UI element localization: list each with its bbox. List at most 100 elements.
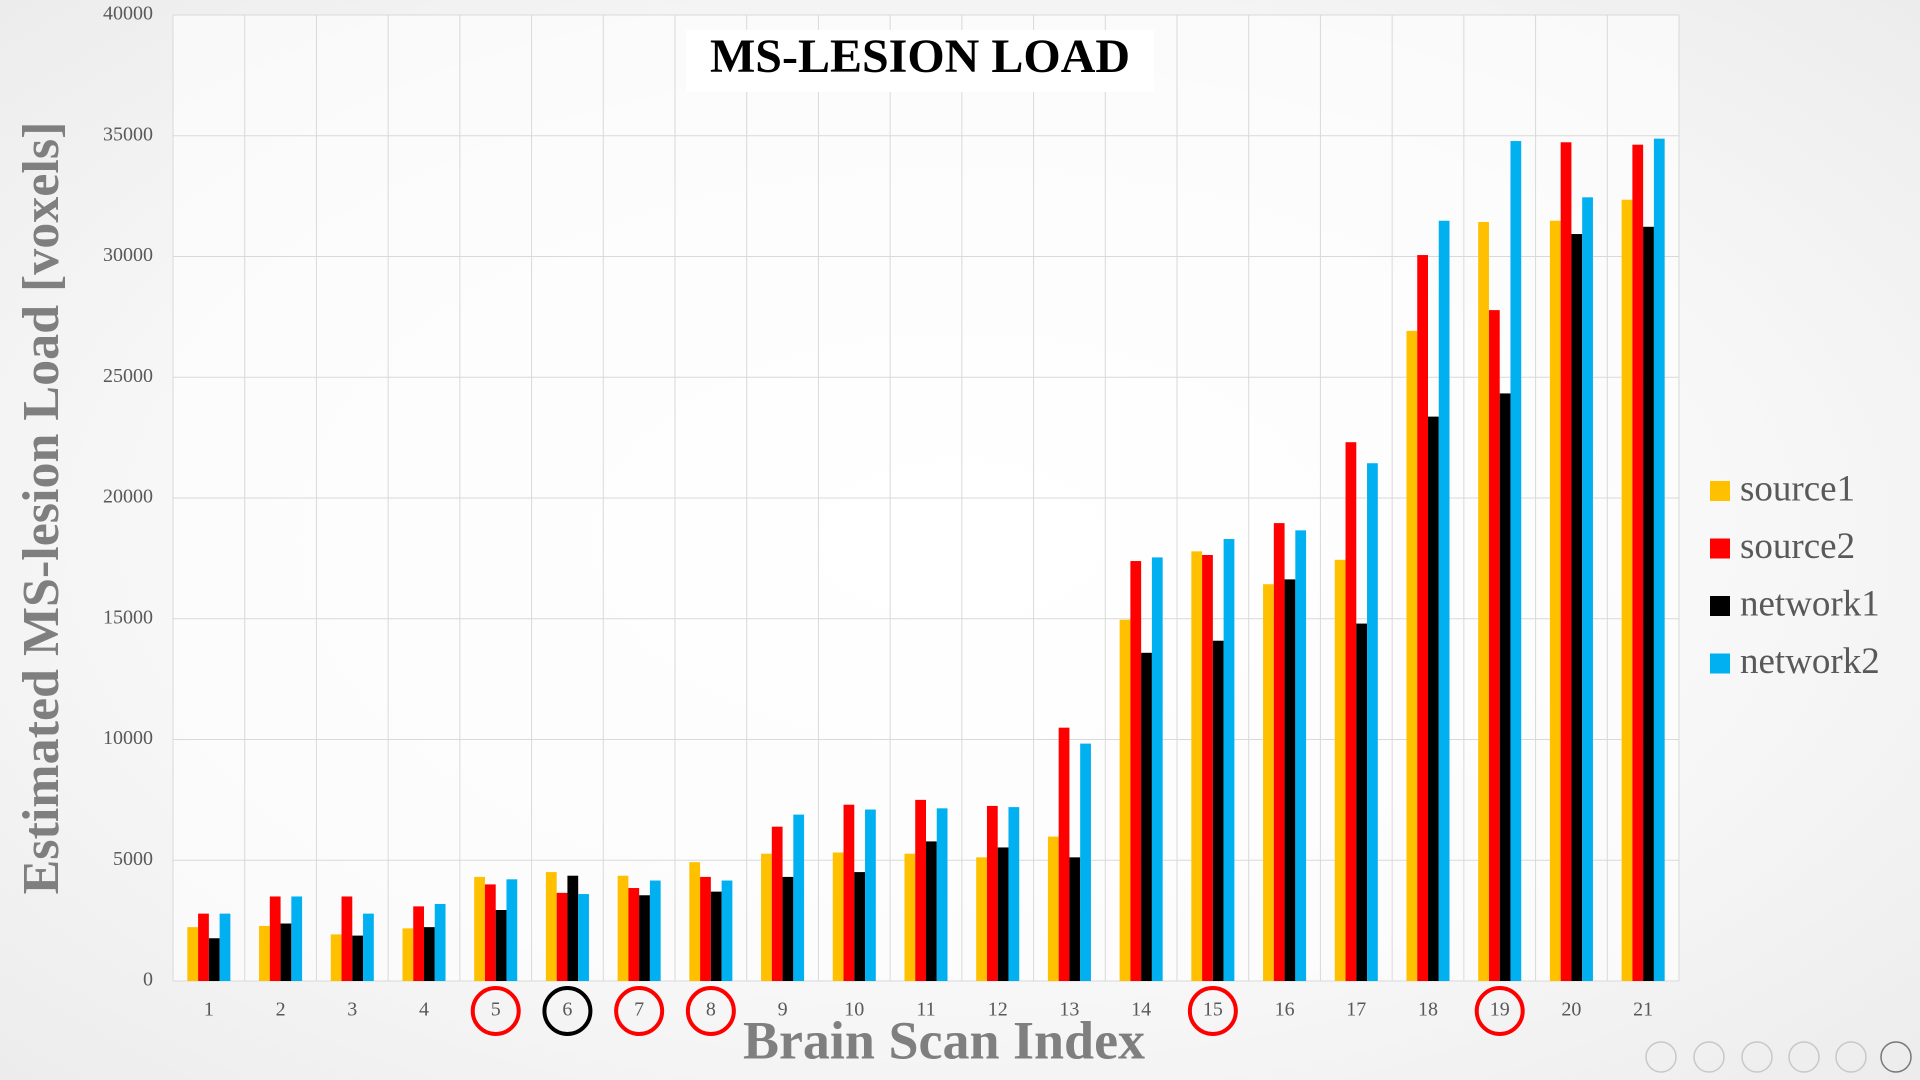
bar (649, 880, 661, 981)
bar (1653, 138, 1665, 981)
bar (1549, 220, 1561, 981)
bar (424, 927, 435, 981)
legend-swatch (1710, 596, 1730, 616)
x-tick-label: 20 (1561, 999, 1581, 1021)
bar (1069, 857, 1081, 981)
toolbar-button[interactable] (1693, 1041, 1725, 1073)
grid (172, 14, 1680, 982)
bar (567, 875, 579, 981)
bar (1560, 142, 1572, 981)
bar (1367, 463, 1378, 981)
legend-label: source1 (1740, 468, 1855, 509)
bar (617, 875, 629, 981)
bar (495, 909, 507, 981)
x-tick-label: 5 (491, 999, 501, 1021)
legend-label: network2 (1740, 641, 1880, 682)
bar (843, 804, 855, 981)
y-tick-label: 25000 (103, 365, 153, 387)
bar (1406, 330, 1418, 982)
y-tick-label: 40000 (103, 3, 153, 25)
bar (545, 872, 557, 981)
toolbar-button[interactable] (1880, 1041, 1912, 1073)
bar (1284, 579, 1296, 981)
y-tick-label: 10000 (103, 727, 153, 749)
bar (1151, 557, 1163, 981)
category-highlight-circle (470, 986, 521, 1036)
bar (710, 891, 722, 981)
bar (352, 935, 364, 981)
x-tick-label: 1 (204, 999, 214, 1021)
x-tick-label: 8 (706, 999, 716, 1021)
x-tick-label: 7 (634, 999, 644, 1021)
legend-label: source2 (1740, 526, 1855, 567)
x-tick-label: 21 (1633, 999, 1653, 1021)
bar (865, 809, 876, 981)
bar (700, 876, 711, 981)
bar (413, 906, 424, 981)
bar (1080, 743, 1091, 981)
legend-swatch (1710, 653, 1730, 674)
bar (1632, 144, 1644, 982)
bar (363, 913, 374, 981)
category-highlight-circle (1474, 986, 1525, 1036)
x-tick-label: 14 (1131, 999, 1151, 1021)
bar (904, 853, 916, 981)
bar (782, 876, 794, 981)
bar (1191, 551, 1203, 981)
bar (402, 928, 414, 981)
toolbar-button[interactable] (1835, 1041, 1867, 1073)
y-tick-label: 15000 (103, 606, 153, 628)
bar (832, 852, 844, 981)
x-tick-label: 13 (1059, 999, 1079, 1021)
title-box (686, 30, 1154, 92)
x-axis-label: Brain Scan Index (743, 1010, 1145, 1070)
x-tick-label: 12 (988, 999, 1008, 1021)
y-tick-label: 5000 (113, 848, 153, 870)
bar (1488, 310, 1500, 981)
toolbar-button[interactable] (1788, 1041, 1820, 1073)
bar (269, 896, 281, 981)
bar (793, 814, 805, 981)
bar (689, 862, 701, 981)
x-tick-label: 16 (1275, 999, 1295, 1021)
toolbar-button[interactable] (1741, 1041, 1773, 1073)
bar (484, 884, 496, 981)
bar (1295, 530, 1307, 981)
bar (280, 923, 292, 981)
toolbar-button[interactable] (1645, 1041, 1677, 1073)
bar (639, 895, 650, 981)
y-tick-label: 0 (143, 969, 153, 991)
x-tick-label: 3 (347, 999, 357, 1021)
bar (976, 857, 987, 981)
bar (997, 847, 1009, 981)
bar (926, 841, 937, 981)
bar (1008, 807, 1020, 981)
x-tick-label: 10 (844, 999, 864, 1021)
bar (915, 799, 926, 981)
legend-swatch (1710, 481, 1730, 501)
category-highlight-circle (685, 986, 736, 1036)
bar (721, 880, 733, 981)
bar (291, 896, 303, 981)
chart-title: MS-LESION LOAD (710, 30, 1130, 83)
bar (1582, 197, 1593, 981)
bar (986, 805, 998, 981)
x-tick-label: 18 (1418, 999, 1438, 1021)
bar (1263, 584, 1274, 981)
bar (434, 903, 446, 981)
slide-toolbar (1645, 1041, 1912, 1073)
y-axis-label: Estimated MS-lesion Load [voxels] (13, 122, 70, 895)
x-tick-label: 17 (1346, 999, 1366, 1021)
bar (1141, 652, 1152, 981)
bar (187, 927, 199, 981)
bar (1438, 220, 1450, 981)
legend-swatch (1710, 538, 1730, 559)
bar (1417, 255, 1428, 981)
bar (1571, 234, 1583, 981)
x-tick-label: 4 (419, 999, 429, 1021)
bar (474, 876, 485, 981)
bar (330, 934, 342, 981)
bar (219, 913, 231, 981)
bar (1510, 141, 1522, 982)
